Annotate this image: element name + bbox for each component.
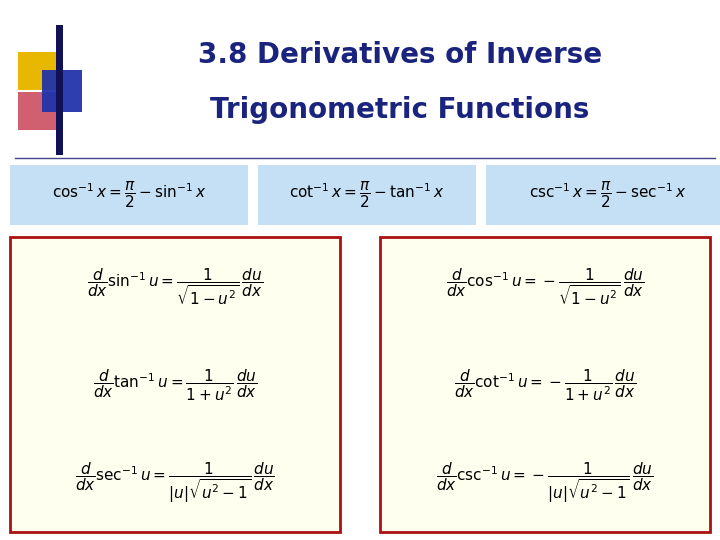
Text: $\cot^{-1} x = \dfrac{\pi}{2} - \tan^{-1} x$: $\cot^{-1} x = \dfrac{\pi}{2} - \tan^{-1…: [289, 180, 445, 210]
Text: Trigonometric Functions: Trigonometric Functions: [210, 96, 590, 124]
Text: $\cos^{-1} x = \dfrac{\pi}{2} - \sin^{-1} x$: $\cos^{-1} x = \dfrac{\pi}{2} - \sin^{-1…: [52, 180, 206, 210]
Bar: [10, 237, 340, 532]
Bar: [18, 52, 56, 90]
Bar: [380, 237, 710, 532]
Text: $\dfrac{d}{dx}\csc^{-1} u = -\dfrac{1}{|u|\sqrt{u^2-1}}\,\dfrac{du}{dx}$: $\dfrac{d}{dx}\csc^{-1} u = -\dfrac{1}{|…: [436, 461, 654, 505]
Bar: [56, 25, 63, 155]
Text: $\dfrac{d}{dx}\cot^{-1} u = -\dfrac{1}{1+u^2}\,\dfrac{du}{dx}$: $\dfrac{d}{dx}\cot^{-1} u = -\dfrac{1}{1…: [454, 367, 636, 403]
Text: $\dfrac{d}{dx}\tan^{-1} u = \dfrac{1}{1+u^2}\,\dfrac{du}{dx}$: $\dfrac{d}{dx}\tan^{-1} u = \dfrac{1}{1+…: [93, 367, 257, 403]
Text: $\dfrac{d}{dx}\sec^{-1} u = \dfrac{1}{|u|\sqrt{u^2-1}}\,\dfrac{du}{dx}$: $\dfrac{d}{dx}\sec^{-1} u = \dfrac{1}{|u…: [75, 461, 275, 505]
Text: $\csc^{-1} x = \dfrac{\pi}{2} - \sec^{-1} x$: $\csc^{-1} x = \dfrac{\pi}{2} - \sec^{-1…: [529, 180, 687, 210]
Bar: [258, 165, 476, 225]
Bar: [18, 92, 56, 130]
Bar: [42, 70, 82, 112]
Text: $\dfrac{d}{dx}\sin^{-1} u = \dfrac{1}{\sqrt{1-u^2}}\,\dfrac{du}{dx}$: $\dfrac{d}{dx}\sin^{-1} u = \dfrac{1}{\s…: [87, 267, 263, 307]
Bar: [10, 165, 248, 225]
Text: $\dfrac{d}{dx}\cos^{-1} u = -\dfrac{1}{\sqrt{1-u^2}}\,\dfrac{du}{dx}$: $\dfrac{d}{dx}\cos^{-1} u = -\dfrac{1}{\…: [446, 267, 644, 307]
Bar: [486, 165, 720, 225]
Text: 3.8 Derivatives of Inverse: 3.8 Derivatives of Inverse: [198, 41, 602, 69]
